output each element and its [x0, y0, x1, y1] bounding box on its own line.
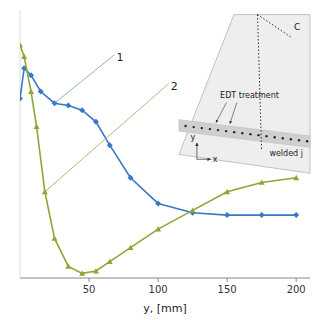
leader-line	[55, 55, 115, 104]
series-line	[20, 68, 296, 215]
series-marker	[38, 89, 44, 95]
series-marker	[79, 270, 85, 275]
series	[20, 65, 299, 218]
pointer-arrow	[230, 102, 237, 123]
x-tick-label: 100	[149, 284, 168, 295]
series-marker	[224, 212, 230, 218]
annotation: C	[294, 22, 300, 32]
series-marker	[293, 175, 299, 180]
x-axis-line	[20, 278, 310, 279]
series-marker	[107, 142, 113, 148]
series-marker	[293, 212, 299, 218]
band-dot	[249, 133, 251, 135]
x-tick-label: 150	[218, 284, 237, 295]
annotation: y	[191, 133, 196, 142]
band-dot	[282, 137, 284, 139]
band-dot	[225, 130, 227, 132]
series-marker	[224, 189, 230, 194]
series-marker	[65, 103, 71, 109]
band-dot	[233, 131, 235, 133]
band-dot	[273, 136, 275, 138]
dotted-line	[258, 15, 293, 38]
annotation: EDT treatment	[220, 91, 279, 100]
x-tick	[89, 278, 90, 282]
series-marker	[127, 175, 133, 181]
chart: C EDT treatment welded j x y 50 100 150 200 y, [m…	[0, 0, 320, 320]
plot-area	[20, 42, 299, 276]
series-marker	[79, 107, 85, 113]
x-tick-label: 50	[83, 284, 96, 295]
series-marker	[21, 54, 27, 59]
annotation: x	[213, 155, 218, 164]
series-marker	[52, 235, 58, 240]
series-marker	[127, 245, 133, 250]
series-marker	[93, 119, 99, 125]
series-label: 2	[171, 80, 178, 93]
series-marker	[65, 263, 71, 268]
x-axis-label: y, [mm]	[143, 302, 187, 315]
x-tick-label: 200	[287, 284, 306, 295]
band-dot	[209, 128, 211, 130]
axis-indicator	[196, 143, 197, 159]
panel-illustration	[179, 15, 310, 174]
series-marker	[155, 226, 161, 231]
series-label: 1	[117, 51, 124, 64]
dotted-line	[258, 15, 262, 150]
series	[20, 42, 299, 276]
band-dot	[217, 129, 219, 131]
series-marker	[259, 212, 265, 218]
series-marker	[93, 268, 99, 273]
annotation: welded j	[269, 149, 303, 158]
band-dot	[192, 126, 194, 128]
series-marker	[20, 42, 23, 47]
band-dot	[306, 140, 308, 142]
y-axis-line	[20, 10, 21, 278]
band	[179, 120, 310, 148]
series-marker	[155, 200, 161, 206]
panel	[179, 15, 310, 174]
axis-indicator	[197, 159, 211, 160]
x-tick	[296, 278, 297, 282]
series-marker	[259, 179, 265, 184]
band-dot	[201, 127, 203, 129]
series-marker	[107, 259, 113, 264]
series-line	[20, 45, 296, 273]
band-dot	[184, 125, 186, 127]
leader-line	[45, 84, 169, 192]
series-marker	[28, 89, 34, 94]
series-marker	[190, 207, 196, 212]
pointer-arrow	[216, 102, 226, 122]
x-tick	[227, 278, 228, 282]
band-dot	[298, 139, 300, 141]
band-dot	[265, 135, 267, 137]
band-dot	[257, 134, 259, 136]
x-tick	[158, 278, 159, 282]
series-marker	[20, 96, 23, 102]
series-marker	[34, 124, 40, 129]
band-dot	[290, 138, 292, 140]
band-dot	[241, 132, 243, 134]
